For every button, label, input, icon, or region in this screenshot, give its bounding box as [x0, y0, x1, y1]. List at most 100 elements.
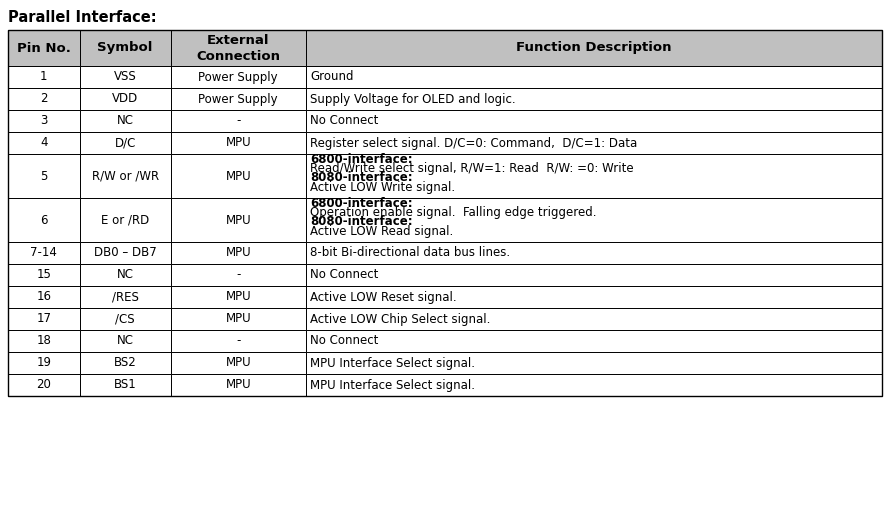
Bar	[80, 242, 171, 264]
Bar	[8, 352, 80, 374]
Bar	[80, 30, 171, 66]
Text: 20: 20	[36, 379, 52, 391]
Bar	[8, 264, 80, 286]
Bar	[80, 88, 171, 110]
Bar	[306, 154, 882, 198]
Text: Active LOW Read signal.: Active LOW Read signal.	[310, 225, 453, 238]
Text: -: -	[236, 334, 240, 347]
Bar	[8, 374, 80, 396]
Text: 19: 19	[36, 357, 52, 369]
Text: Parallel Interface:: Parallel Interface:	[8, 10, 157, 25]
Bar	[306, 198, 882, 242]
Bar	[8, 132, 80, 154]
Text: 3: 3	[40, 114, 47, 128]
Bar	[8, 154, 80, 198]
Bar	[80, 66, 171, 88]
Text: 15: 15	[36, 268, 52, 282]
Text: MPU: MPU	[225, 357, 251, 369]
Bar	[171, 242, 306, 264]
Text: MPU: MPU	[225, 136, 251, 149]
Text: 7-14: 7-14	[30, 247, 57, 260]
Bar	[306, 30, 882, 66]
Bar	[171, 308, 306, 330]
Bar	[80, 264, 171, 286]
Text: 2: 2	[40, 92, 47, 106]
Bar	[171, 286, 306, 308]
Bar	[306, 88, 882, 110]
Bar	[171, 88, 306, 110]
Text: MPU: MPU	[225, 213, 251, 227]
Text: Read/Write select signal, R/W=1: Read  R/W: =0: Write: Read/Write select signal, R/W=1: Read R/…	[310, 162, 634, 175]
Text: NC: NC	[117, 334, 134, 347]
Bar	[8, 308, 80, 330]
Bar	[306, 330, 882, 352]
Bar	[8, 198, 80, 242]
Text: Ground: Ground	[310, 70, 353, 84]
Bar	[80, 374, 171, 396]
Text: -: -	[236, 268, 240, 282]
Text: Function Description: Function Description	[516, 42, 672, 54]
Bar	[80, 308, 171, 330]
Bar	[171, 110, 306, 132]
Bar	[171, 30, 306, 66]
Text: BS1: BS1	[114, 379, 136, 391]
Bar	[306, 242, 882, 264]
Text: MPU: MPU	[225, 379, 251, 391]
Text: R/W or /WR: R/W or /WR	[92, 169, 158, 183]
Text: MPU Interface Select signal.: MPU Interface Select signal.	[310, 357, 475, 369]
Bar	[80, 154, 171, 198]
Text: 8-bit Bi-directional data bus lines.: 8-bit Bi-directional data bus lines.	[310, 247, 510, 260]
Bar	[171, 198, 306, 242]
Text: No Connect: No Connect	[310, 268, 378, 282]
Bar	[80, 352, 171, 374]
Bar	[306, 66, 882, 88]
Text: Operation enable signal.  Falling edge triggered.: Operation enable signal. Falling edge tr…	[310, 206, 596, 219]
Text: /CS: /CS	[116, 312, 135, 326]
Bar	[8, 242, 80, 264]
Text: Active LOW Reset signal.: Active LOW Reset signal.	[310, 290, 457, 304]
Text: BS2: BS2	[114, 357, 136, 369]
Bar	[171, 264, 306, 286]
Bar	[306, 264, 882, 286]
Text: MPU: MPU	[225, 247, 251, 260]
Text: 6: 6	[40, 213, 47, 227]
Bar	[8, 110, 80, 132]
Bar	[171, 374, 306, 396]
Text: 8080-interface:: 8080-interface:	[310, 171, 413, 184]
Text: D/C: D/C	[115, 136, 136, 149]
Text: Power Supply: Power Supply	[198, 70, 278, 84]
Text: -: -	[236, 114, 240, 128]
Bar	[171, 330, 306, 352]
Text: No Connect: No Connect	[310, 334, 378, 347]
Bar	[80, 110, 171, 132]
Bar	[171, 154, 306, 198]
Text: Register select signal. D/C=0: Command,  D/C=1: Data: Register select signal. D/C=0: Command, …	[310, 136, 637, 149]
Bar	[306, 374, 882, 396]
Text: 4: 4	[40, 136, 47, 149]
Text: MPU: MPU	[225, 169, 251, 183]
Text: Active LOW Chip Select signal.: Active LOW Chip Select signal.	[310, 312, 490, 326]
Bar	[171, 132, 306, 154]
Bar	[171, 66, 306, 88]
Text: Symbol: Symbol	[97, 42, 153, 54]
Bar	[8, 30, 80, 66]
Text: 8080-interface:: 8080-interface:	[310, 215, 413, 228]
Bar	[80, 330, 171, 352]
Text: E or /RD: E or /RD	[101, 213, 150, 227]
Bar	[171, 352, 306, 374]
Bar	[80, 286, 171, 308]
Bar	[306, 286, 882, 308]
Text: VSS: VSS	[114, 70, 136, 84]
Text: 5: 5	[40, 169, 47, 183]
Bar	[8, 30, 882, 396]
Text: Supply Voltage for OLED and logic.: Supply Voltage for OLED and logic.	[310, 92, 515, 106]
Text: MPU Interface Select signal.: MPU Interface Select signal.	[310, 379, 475, 391]
Text: DB0 – DB7: DB0 – DB7	[93, 247, 157, 260]
Bar	[8, 66, 80, 88]
Bar	[306, 308, 882, 330]
Bar	[8, 88, 80, 110]
Bar	[306, 352, 882, 374]
Bar	[8, 330, 80, 352]
Bar	[80, 198, 171, 242]
Text: 18: 18	[36, 334, 52, 347]
